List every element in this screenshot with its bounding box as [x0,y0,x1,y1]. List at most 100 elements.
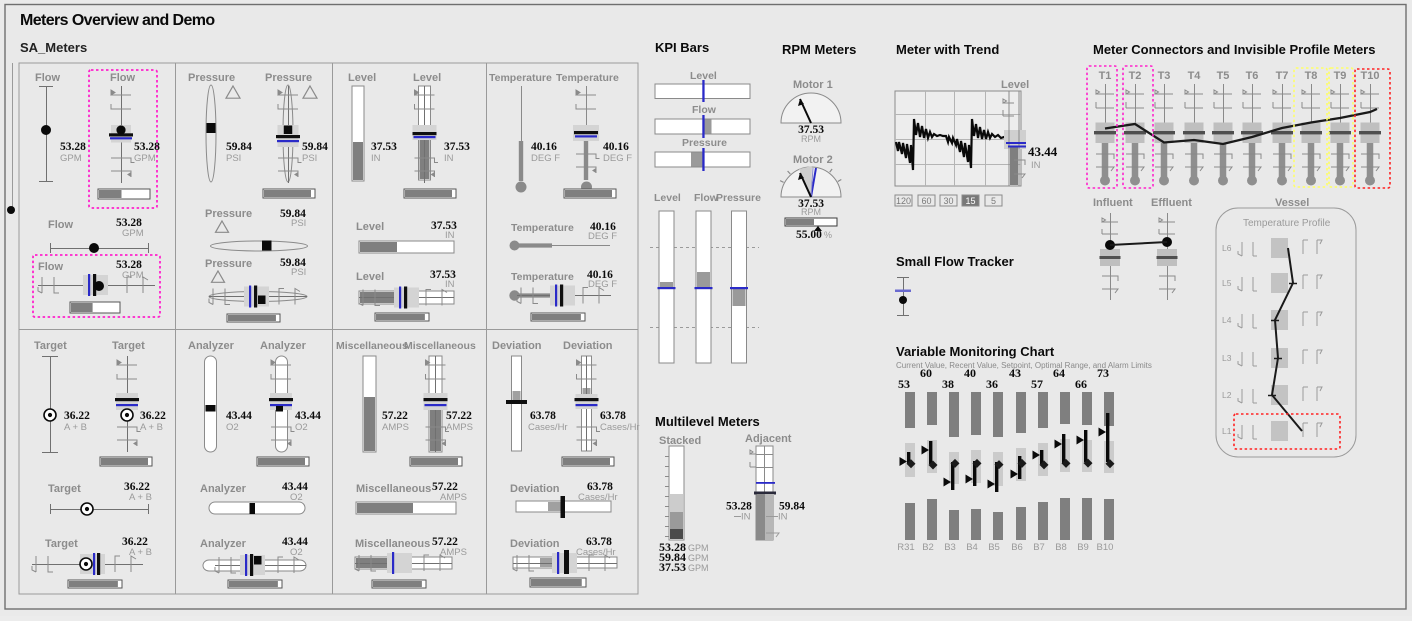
svg-text:L1: L1 [1222,426,1232,436]
svg-text:43.44: 43.44 [226,410,252,422]
svg-text:57.22: 57.22 [432,536,458,548]
svg-text:59.84: 59.84 [779,501,805,513]
svg-text:IN: IN [1031,160,1041,171]
svg-text:Miscellaneous: Miscellaneous [355,538,430,550]
svg-text:57: 57 [1031,377,1043,391]
svg-text:IN: IN [778,512,788,523]
svg-text:GPM: GPM [688,543,709,553]
svg-text:36: 36 [986,377,998,391]
svg-text:A + B: A + B [129,492,152,503]
svg-text:Level: Level [356,221,384,233]
svg-text:SA_Meters: SA_Meters [20,40,87,55]
svg-text:63.78: 63.78 [600,410,626,422]
svg-text:60: 60 [921,196,931,206]
svg-text:RPM Meters: RPM Meters [782,42,856,57]
svg-text:T6: T6 [1246,70,1259,82]
svg-text:PSI: PSI [291,267,306,278]
svg-text:R31: R31 [897,542,914,553]
svg-text:37.53: 37.53 [371,141,397,153]
svg-text:T10: T10 [1361,70,1380,82]
svg-text:KPI Bars: KPI Bars [655,40,709,55]
svg-text:IN: IN [445,279,455,290]
svg-text:37.53: 37.53 [444,141,470,153]
svg-text:B8: B8 [1055,542,1067,553]
svg-text:43.44: 43.44 [282,481,308,493]
svg-text:37.53: 37.53 [431,220,457,232]
svg-text:Flow: Flow [694,192,719,204]
svg-text:B7: B7 [1033,542,1045,553]
svg-text:63.78: 63.78 [587,481,613,493]
svg-text:Meter Connectors and Invisible: Meter Connectors and Invisible Profile M… [1093,42,1375,57]
svg-text:53.28: 53.28 [116,217,142,229]
svg-text:57.22: 57.22 [446,410,472,422]
svg-text:53.28: 53.28 [726,501,752,513]
svg-text:DEG F: DEG F [603,153,632,164]
svg-text:Effluent: Effluent [1151,197,1192,209]
svg-text:Analyzer: Analyzer [200,483,247,495]
svg-text:B4: B4 [966,542,978,553]
svg-text:GPM: GPM [122,228,144,239]
svg-text:GPM: GPM [122,270,144,281]
svg-text:%: % [824,230,832,240]
svg-text:36.22: 36.22 [64,410,90,422]
svg-text:Level: Level [654,192,681,204]
svg-text:O2: O2 [226,422,239,433]
svg-text:Level: Level [690,70,717,82]
svg-text:57.22: 57.22 [382,410,408,422]
svg-text:37.53: 37.53 [430,269,456,281]
svg-text:Target: Target [48,483,81,495]
svg-text:59.84: 59.84 [280,257,306,269]
svg-text:Level: Level [1001,79,1029,91]
svg-text:Pressure: Pressure [188,72,235,84]
svg-text:Motor 1: Motor 1 [793,79,833,91]
svg-text:Deviation: Deviation [563,340,613,352]
svg-text:Miscellaneous: Miscellaneous [356,483,431,495]
svg-text:63.78: 63.78 [586,536,612,548]
svg-text:73: 73 [1097,366,1109,380]
svg-text:Temperature: Temperature [489,72,552,84]
svg-text:Temperature: Temperature [511,271,574,283]
svg-text:Temperature: Temperature [556,72,619,84]
svg-text:B6: B6 [1011,542,1023,553]
svg-text:5: 5 [991,196,996,206]
svg-text:Current Value, Recent Value, S: Current Value, Recent Value, Setpoint, O… [896,361,1152,370]
svg-text:Deviation: Deviation [510,538,560,550]
svg-text:L4: L4 [1222,315,1232,325]
svg-text:60: 60 [920,366,932,380]
svg-text:T5: T5 [1217,70,1230,82]
svg-text:T1: T1 [1099,70,1112,82]
svg-text:Level: Level [348,72,376,84]
svg-text:Pressure: Pressure [265,72,312,84]
svg-text:A + B: A + B [129,547,152,558]
svg-text:Variable Monitoring Chart: Variable Monitoring Chart [896,344,1055,359]
svg-text:T2: T2 [1129,70,1142,82]
svg-text:Target: Target [34,340,67,352]
svg-text:Temperature: Temperature [511,222,574,234]
svg-text:Cases/Hr: Cases/Hr [578,492,618,503]
svg-text:GPM: GPM [688,553,709,563]
svg-text:IN: IN [445,230,455,241]
svg-text:A + B: A + B [64,422,87,433]
svg-text:59.84: 59.84 [280,208,306,220]
svg-text:Miscellaneous: Miscellaneous [336,340,408,352]
svg-text:Pressure: Pressure [205,208,252,220]
svg-text:Cases/Hr: Cases/Hr [528,422,568,433]
svg-text:43.44: 43.44 [295,410,321,422]
svg-text:Temperature Profile: Temperature Profile [1243,218,1331,229]
svg-text:37.53: 37.53 [659,560,686,574]
svg-text:B10: B10 [1097,542,1114,553]
svg-text:O2: O2 [290,547,303,558]
svg-text:Pressure: Pressure [716,192,761,204]
svg-text:Pressure: Pressure [682,137,727,149]
svg-text:Flow: Flow [110,72,135,84]
svg-text:40.16: 40.16 [587,269,613,281]
svg-text:Flow: Flow [35,72,60,84]
svg-text:53.28: 53.28 [659,540,686,554]
svg-text:38: 38 [942,377,954,391]
svg-text:T4: T4 [1188,70,1202,82]
svg-text:Cases/Hr: Cases/Hr [576,547,616,558]
svg-text:Vessel: Vessel [1275,197,1309,209]
svg-text:T9: T9 [1334,70,1347,82]
svg-text:Pressure: Pressure [205,258,252,270]
svg-text:15: 15 [965,196,975,206]
